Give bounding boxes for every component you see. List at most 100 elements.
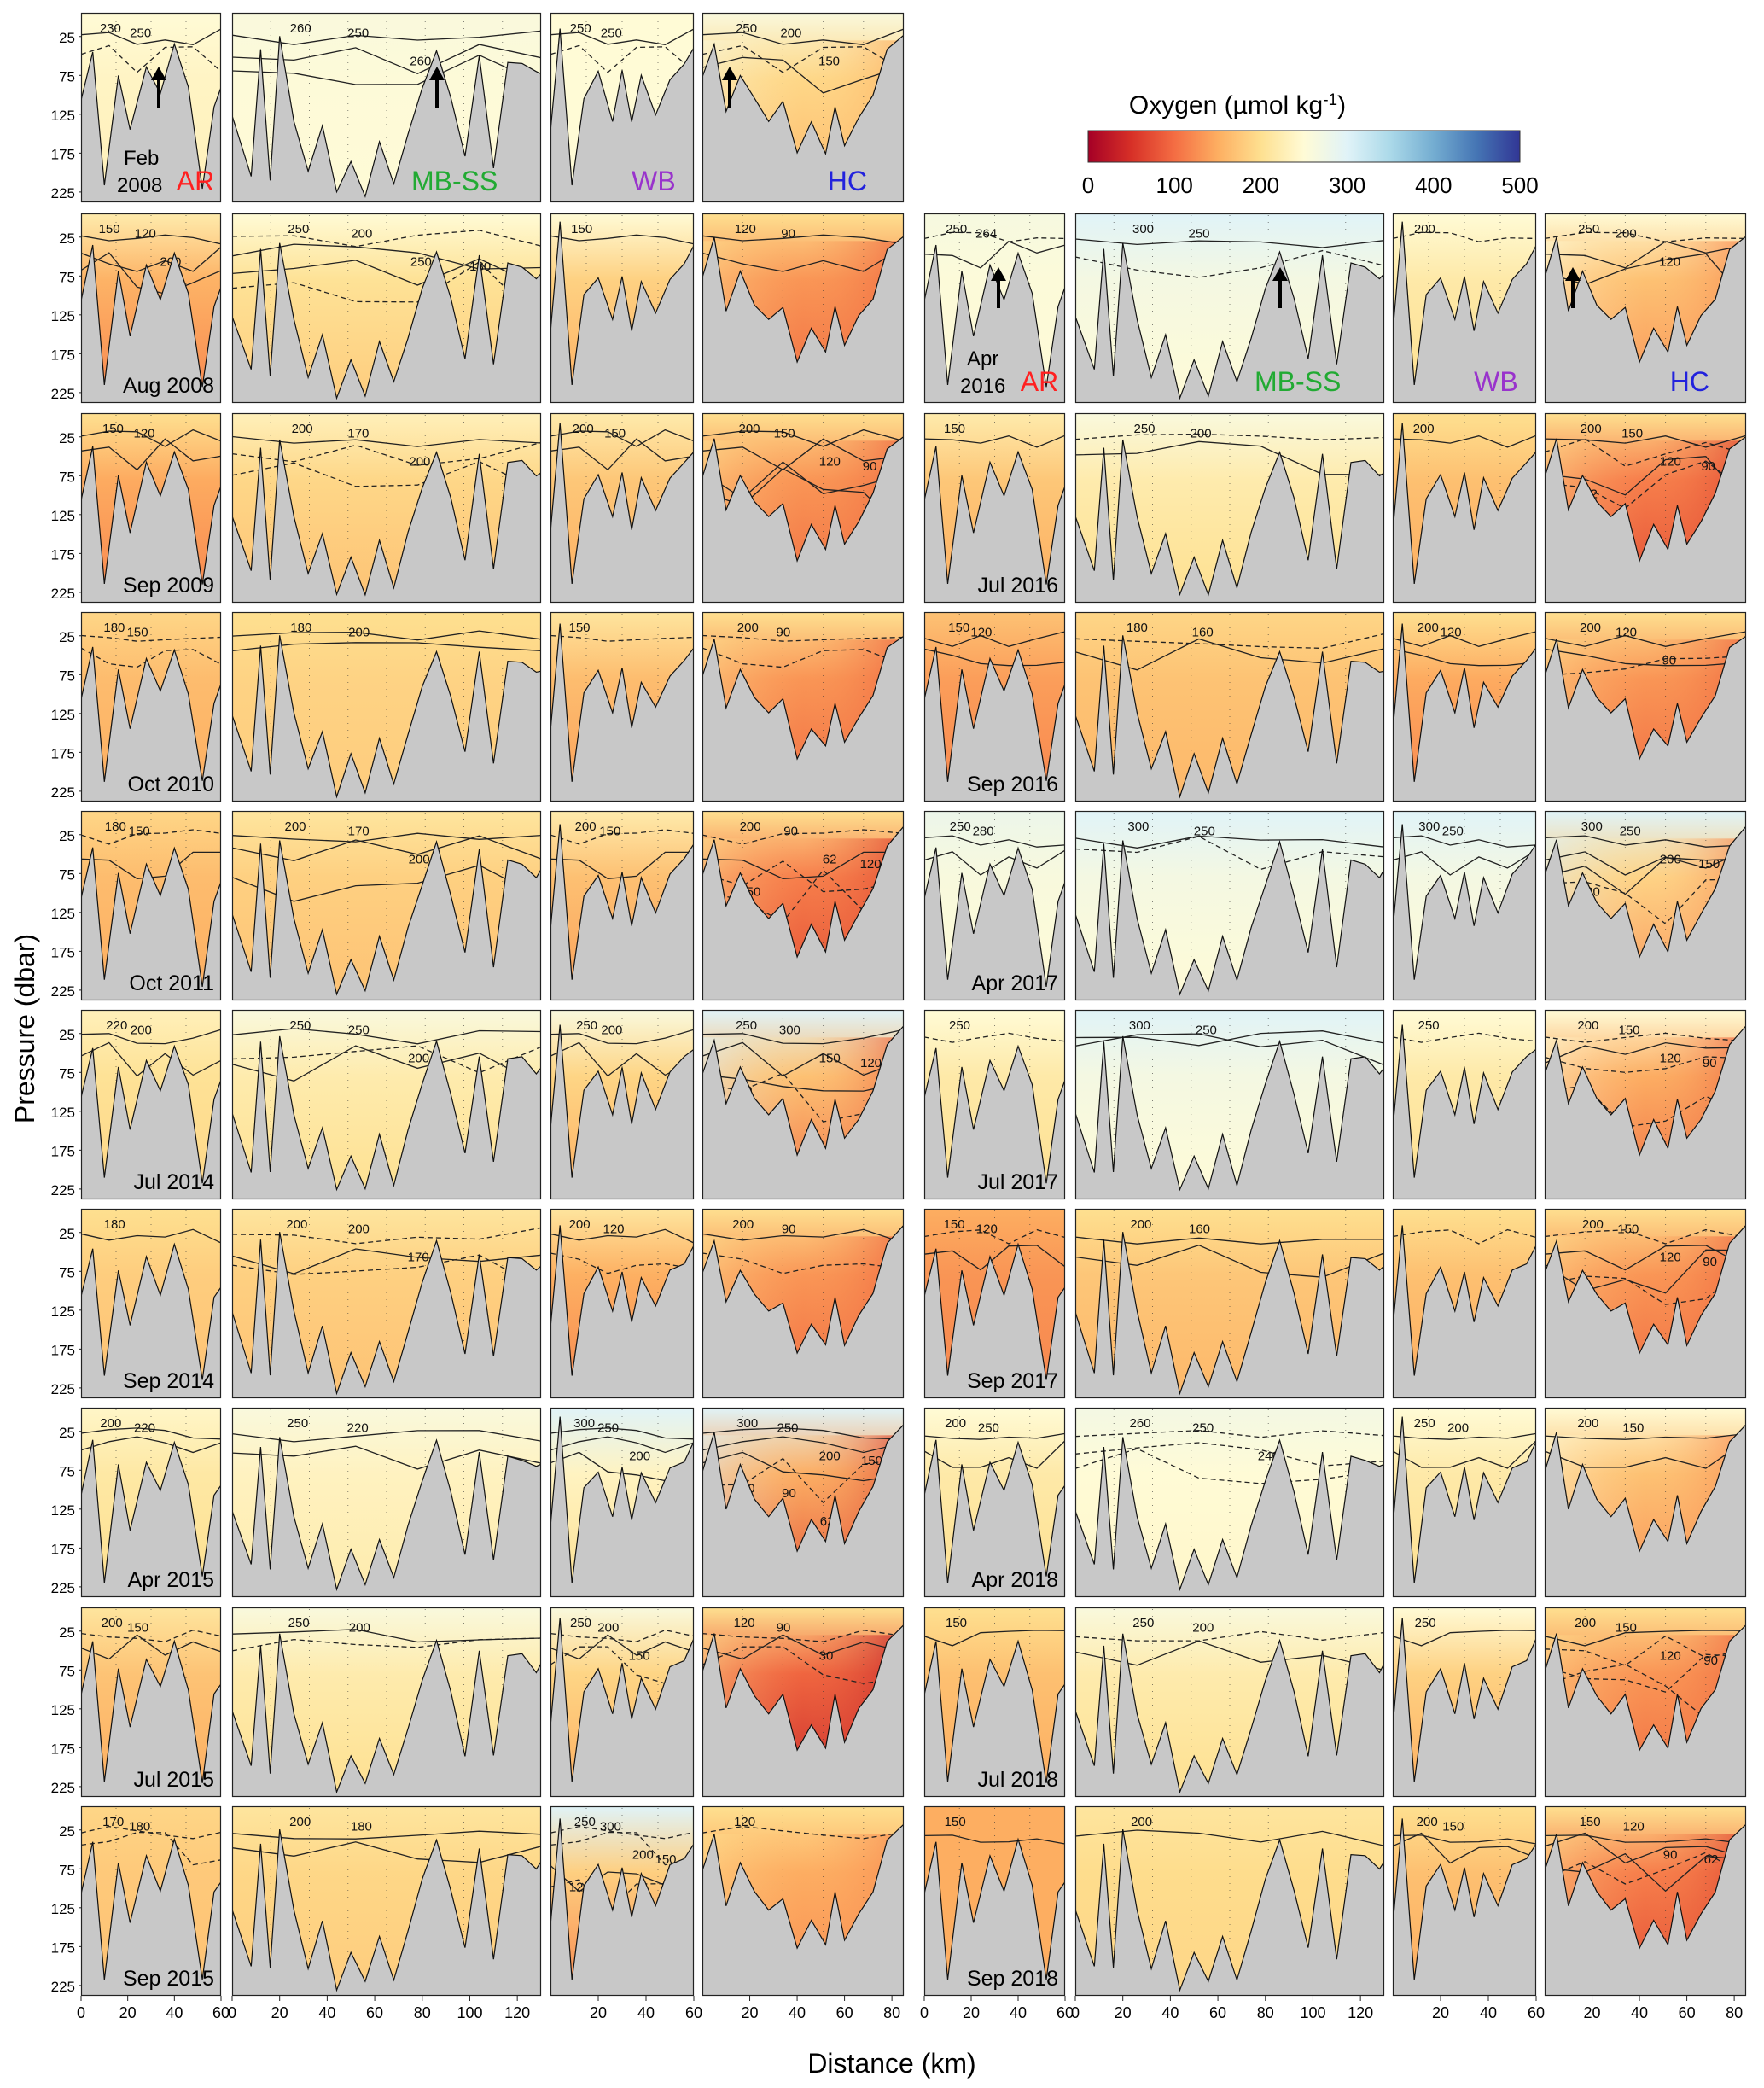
panel-ar-jul-2017: 250 bbox=[923, 1009, 1066, 1200]
panel-ar-jul-2014: 220 200 bbox=[80, 1009, 222, 1200]
contour-label: 150 bbox=[127, 1621, 148, 1636]
panel-date: Sep 2018 bbox=[967, 1967, 1058, 1991]
seafloor-bathymetry bbox=[1545, 1624, 1746, 1797]
oxygen-contour bbox=[924, 1432, 1065, 1440]
panel-frame bbox=[1074, 1009, 1385, 1200]
contour-label: 180 bbox=[290, 621, 311, 635]
seafloor-bathymetry bbox=[81, 846, 221, 1000]
panel-hc-apr-2018: 200 150 bbox=[1544, 1407, 1747, 1598]
y-tick-label: 125 bbox=[51, 108, 75, 124]
contour-label: 250 bbox=[601, 26, 622, 41]
x-tick-label: 20 bbox=[119, 2004, 137, 2021]
seafloor-bathymetry bbox=[232, 439, 541, 603]
seafloor-bathymetry bbox=[1075, 1232, 1384, 1398]
y-tick-label: 175 bbox=[51, 146, 75, 162]
oxygen-contour bbox=[1075, 440, 1384, 475]
contour-label: 250 bbox=[777, 1421, 798, 1436]
contour-label: 150 bbox=[1616, 1621, 1637, 1636]
panel-hc-apr-2016: 250 200 120 bbox=[1544, 213, 1747, 404]
panel-frame bbox=[80, 12, 222, 203]
y-tick-label: 175 bbox=[51, 745, 75, 761]
contour-label: 250 bbox=[1442, 825, 1464, 839]
contour-label: 200 bbox=[348, 626, 370, 640]
panel-hc-sep-2016: 200 120 90 bbox=[1544, 611, 1747, 802]
oxygen-contour bbox=[550, 1228, 694, 1244]
contour-label: 200 bbox=[1130, 1217, 1151, 1232]
contour-label: 250 bbox=[1194, 825, 1215, 839]
contour-label: 200 bbox=[286, 1217, 307, 1232]
contour-label: 200 bbox=[289, 1815, 311, 1829]
contour-label: 200 bbox=[1660, 853, 1681, 867]
contour-label: 30 bbox=[819, 1649, 834, 1664]
panel-date: Apr 2018 bbox=[972, 1568, 1058, 1592]
contour-label: 260 bbox=[1129, 1416, 1150, 1431]
contour-label: 150 bbox=[568, 621, 590, 635]
seafloor-bathymetry bbox=[550, 1618, 694, 1797]
contour-label: 170 bbox=[347, 427, 369, 441]
contour-label: 200 bbox=[409, 455, 430, 470]
y-tick-label: 225 bbox=[51, 586, 75, 602]
x-tick-label: 80 bbox=[1257, 2004, 1274, 2021]
panel-wb-jul-2014: 250 200 bbox=[550, 1009, 695, 1200]
panel-frame bbox=[923, 1009, 1066, 1200]
seafloor-bathymetry bbox=[81, 1242, 221, 1398]
x-tick-label: 0 bbox=[77, 2004, 85, 2021]
contour-label: 170 bbox=[102, 1815, 124, 1829]
panel-mb-ss-apr-2016: 300 250 bbox=[1074, 213, 1385, 404]
oxygen-contour bbox=[232, 630, 541, 641]
y-tick-label: 175 bbox=[51, 347, 75, 363]
panel-hc-sep-2009: 200 150 120 90 bbox=[702, 412, 905, 604]
seafloor-bathymetry bbox=[1393, 824, 1536, 1000]
contour-label: 200 bbox=[1616, 227, 1637, 242]
contour-label: 250 bbox=[1188, 227, 1209, 242]
oxygen-contour bbox=[550, 829, 694, 845]
seafloor-bathymetry bbox=[1075, 840, 1384, 1000]
seafloor-bathymetry bbox=[1393, 423, 1536, 603]
contour-label: 150 bbox=[99, 222, 120, 236]
panel-ar-apr-2015: 200 220 bbox=[80, 1407, 222, 1598]
contour-label: 160 bbox=[1189, 1222, 1210, 1237]
y-tick-label: 25 bbox=[59, 30, 75, 46]
contour-label: 200 bbox=[131, 1024, 152, 1038]
seafloor-bathymetry bbox=[232, 242, 541, 403]
seafloor-bathymetry bbox=[1545, 435, 1746, 603]
panel-frame bbox=[1074, 1407, 1385, 1598]
contour-label: 250 bbox=[570, 1616, 591, 1630]
x-tick-label: 60 bbox=[1679, 2004, 1696, 2021]
contour-label: 120 bbox=[133, 427, 154, 441]
panel-frame bbox=[1074, 1208, 1385, 1399]
panel-frame bbox=[550, 412, 695, 604]
oxygen-contour bbox=[81, 1436, 221, 1454]
oxygen-contour bbox=[232, 1830, 541, 1840]
seafloor-bathymetry bbox=[924, 446, 1065, 603]
contour-label: 150 bbox=[655, 1852, 676, 1867]
basin-label-hc: HC bbox=[1670, 366, 1709, 397]
oxygen-contour bbox=[924, 231, 1065, 242]
panel-hc-sep-2015: 120 bbox=[702, 1805, 905, 1997]
seafloor-bathymetry bbox=[702, 1024, 904, 1199]
panel-hc-oct-2011: 2009062120150 bbox=[702, 810, 905, 1001]
contour-label: 200 bbox=[1192, 1621, 1214, 1636]
oxygen-contour bbox=[550, 1436, 694, 1454]
contour-label: 200 bbox=[601, 1024, 622, 1038]
basin-label-mb-ss: MB-SS bbox=[1255, 366, 1341, 397]
panel-wb-sep-2016: 200 120 bbox=[1392, 611, 1537, 802]
panel-frame bbox=[702, 1607, 905, 1798]
oxygen-contour bbox=[1545, 1440, 1746, 1469]
colorbar-tick-label: 200 bbox=[1243, 172, 1279, 198]
oxygen-contour bbox=[1075, 836, 1384, 871]
panel-date: Sep 2009 bbox=[123, 574, 214, 598]
panel-ar-apr-2016: 250 264 bbox=[923, 213, 1066, 404]
oxygen-contour bbox=[81, 1634, 221, 1660]
contour-label: 250 bbox=[736, 1018, 757, 1033]
contour-label: 90 bbox=[777, 626, 791, 640]
contour-label: 250 bbox=[574, 1815, 596, 1829]
y-tick-label: 175 bbox=[51, 1741, 75, 1757]
panel-frame bbox=[702, 810, 905, 1001]
contour-label: 150 bbox=[946, 1616, 967, 1630]
y-tick-label: 125 bbox=[51, 1702, 75, 1718]
panel-mb-ss-sep-2015: 200 180 bbox=[231, 1805, 542, 1997]
contour-label: 200 bbox=[1191, 427, 1212, 441]
contour-label: 90 bbox=[1703, 1653, 1718, 1668]
panel-date-month: Feb bbox=[124, 147, 159, 170]
